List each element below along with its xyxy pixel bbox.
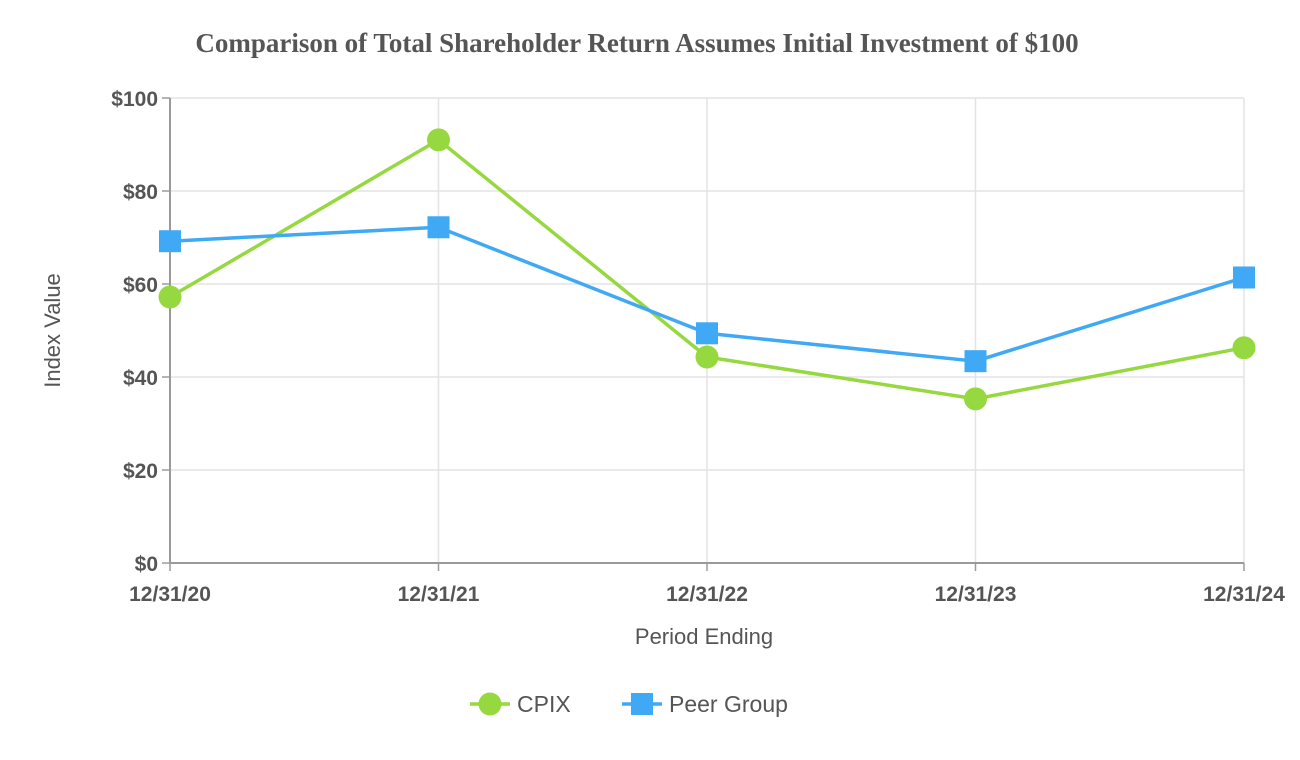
y-axis-ticks: $0 $20 $40 $60 $80 $100 (111, 88, 158, 576)
x-axis-ticks: 12/31/20 12/31/21 12/31/22 12/31/23 12/31/24 (129, 583, 1285, 606)
y-tick-label: $20 (123, 460, 158, 483)
data-point-peer-group (696, 322, 718, 345)
series-cpix (158, 128, 1256, 411)
data-point-cpix (1232, 336, 1256, 360)
x-axis-label: Period Ending (635, 624, 773, 649)
x-tick-label: 12/31/24 (1203, 583, 1285, 606)
legend: CPIX Peer Group (470, 691, 788, 717)
data-point-peer-group (964, 350, 987, 373)
x-tick-label: 12/31/23 (935, 583, 1017, 606)
x-tick-label: 12/31/20 (129, 583, 211, 606)
y-axis-label: Index Value (40, 273, 65, 388)
data-point-cpix (427, 128, 450, 152)
data-point-peer-group (159, 230, 181, 253)
y-tick-label: $60 (123, 274, 158, 297)
legend-marker-circle (478, 692, 502, 716)
legend-item-cpix: CPIX (470, 691, 571, 717)
chart-title: Comparison of Total Shareholder Return A… (195, 28, 1078, 58)
legend-item-peer-group: Peer Group (622, 691, 788, 717)
data-point-cpix (158, 285, 182, 309)
series-group (158, 128, 1256, 411)
y-tick-label: $40 (123, 367, 158, 390)
legend-marker-square (631, 693, 653, 715)
y-tick-label: $100 (111, 88, 158, 111)
y-tick-label: $80 (123, 181, 158, 204)
legend-label: CPIX (517, 691, 571, 717)
legend-label: Peer Group (669, 691, 788, 717)
data-point-cpix (964, 387, 987, 411)
x-tick-label: 12/31/22 (666, 583, 748, 606)
data-point-peer-group (1233, 266, 1255, 289)
series-peer-group (159, 216, 1255, 373)
data-point-cpix (695, 345, 719, 369)
data-point-peer-group (427, 216, 450, 239)
y-tick-label: $0 (135, 553, 158, 576)
axes (162, 97, 1245, 571)
x-tick-label: 12/31/21 (398, 583, 480, 606)
